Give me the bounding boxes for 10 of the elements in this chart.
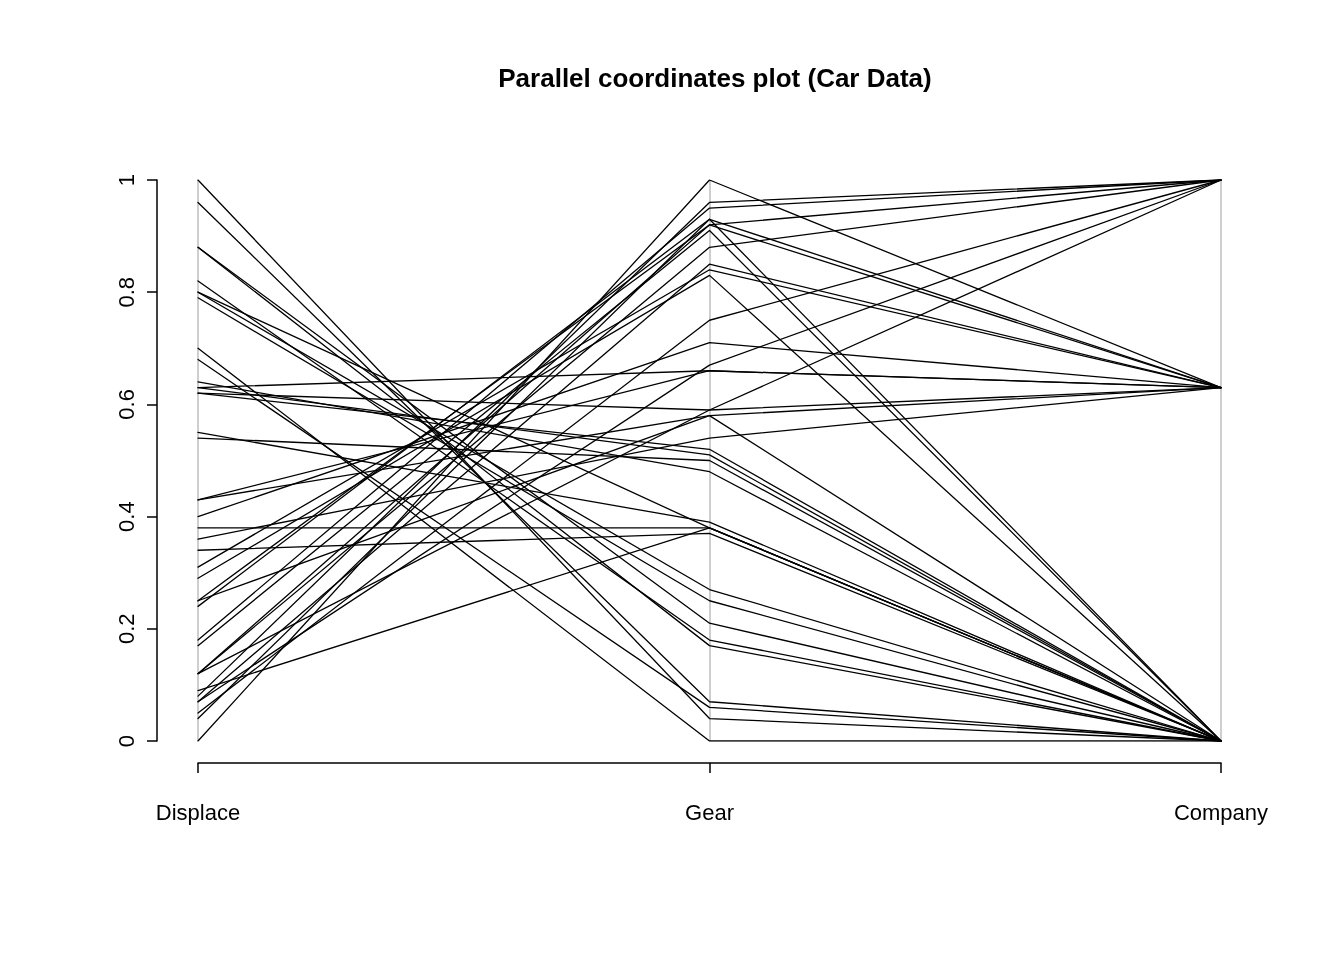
x-tick-label: Gear: [685, 799, 734, 825]
y-tick-label: 1: [113, 173, 139, 187]
chart-title: Parallel coordinates plot (Car Data): [498, 63, 932, 93]
x-tick-label: Displace: [155, 799, 241, 825]
y-tick-label: 0.6: [113, 389, 139, 420]
y-tick-label: 0.4: [113, 501, 139, 532]
x-tick-label: Company: [1173, 799, 1269, 825]
y-tick-label: 0.8: [113, 276, 139, 308]
y-tick-label: 0.2: [113, 613, 139, 645]
y-tick-label: 0: [113, 734, 139, 748]
